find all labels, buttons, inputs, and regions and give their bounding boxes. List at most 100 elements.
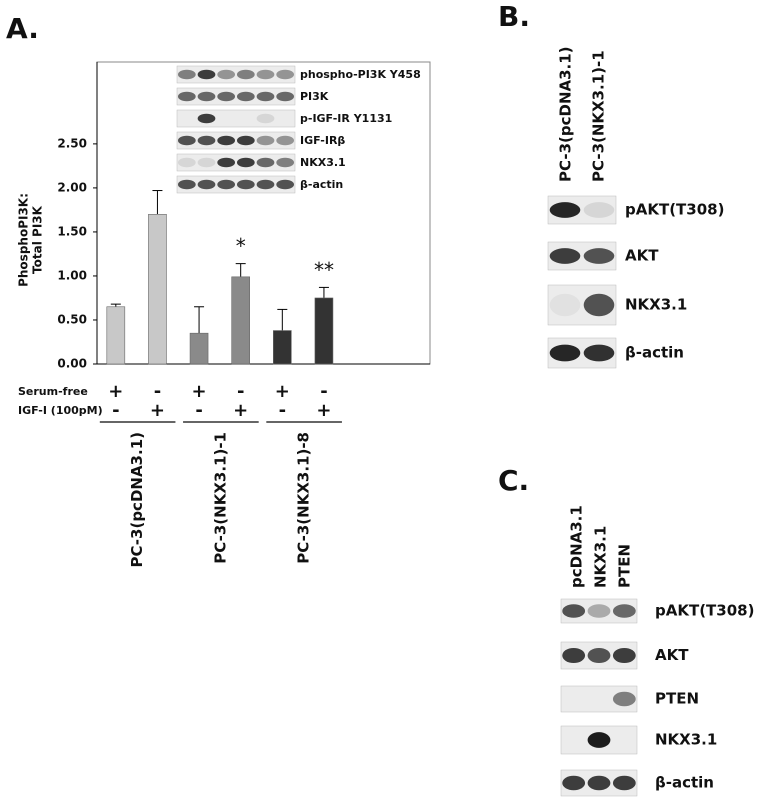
blot-band <box>612 604 636 618</box>
blot-label: β-actin <box>300 178 343 191</box>
blot-band <box>217 91 236 102</box>
lane-label: PTEN <box>616 544 634 588</box>
blot-band <box>236 135 255 146</box>
group-label: PC-3(NKX3.1)-8 <box>295 432 313 564</box>
blot-band <box>197 179 216 190</box>
treatment-mark: - <box>237 381 244 402</box>
plot-frame <box>96 61 431 365</box>
blot-band <box>276 91 295 102</box>
blot-band <box>256 179 275 190</box>
treatment-label: Serum-free <box>18 385 88 398</box>
significance-mark: ** <box>314 258 334 282</box>
blot-band <box>197 157 216 168</box>
y-tick-label: 1.00 <box>57 268 87 282</box>
lane-label: pcDNA3.1 <box>568 505 586 588</box>
blot-label: NKX3.1 <box>300 156 346 169</box>
blot-band <box>612 647 636 664</box>
treatment-mark: - <box>195 400 202 421</box>
y-axis-label: Total PI3K <box>31 205 45 274</box>
blot-band <box>562 604 586 618</box>
blot-label: NKX3.1 <box>655 731 717 749</box>
blot-band <box>217 135 236 146</box>
blot-label: IGF-IRβ <box>300 134 345 147</box>
blot-band <box>256 157 275 168</box>
blot-band <box>587 647 611 664</box>
lane-label: PC-3(pcDNA3.1) <box>557 46 575 182</box>
y-tick-label: 1.50 <box>57 224 87 238</box>
group-label: PC-3(NKX3.1)-1 <box>211 432 229 564</box>
blot-band <box>276 157 295 168</box>
bar <box>106 306 126 365</box>
blot-band <box>562 775 586 791</box>
group-label: PC-3(pcDNA3.1) <box>128 432 146 568</box>
y-axis-label: PhosphoPI3K: <box>17 193 31 287</box>
blot-band <box>583 293 615 317</box>
blot-label: NKX3.1 <box>625 296 687 314</box>
blot-band <box>177 157 196 168</box>
blot-band <box>236 179 255 190</box>
blot-label: AKT <box>625 247 659 265</box>
panel-label: B. <box>498 0 530 33</box>
blot-band <box>217 157 236 168</box>
blot-band <box>197 91 216 102</box>
blot-label: pAKT(T308) <box>655 602 754 620</box>
panel-label: C. <box>498 464 529 497</box>
treatment-mark: - <box>154 381 161 402</box>
lane-label: NKX3.1 <box>592 526 610 588</box>
blot-band <box>549 248 581 264</box>
blot-band <box>583 344 615 362</box>
blot-band <box>276 69 295 80</box>
significance-mark: * <box>236 234 246 258</box>
blot-band <box>236 157 255 168</box>
y-tick-label: 2.50 <box>57 136 87 150</box>
bar <box>189 332 209 365</box>
blot-band <box>217 69 236 80</box>
bar <box>148 214 167 365</box>
blot-label: PTEN <box>655 690 699 708</box>
treatment-label: IGF-I (100pM) <box>18 404 103 417</box>
treatment-mark: + <box>275 381 290 402</box>
blot-label: PI3K <box>300 90 329 103</box>
blot-background <box>176 109 296 128</box>
blot-label: pAKT(T308) <box>625 201 724 219</box>
blot-band <box>197 113 216 124</box>
blot-band <box>587 604 611 618</box>
blot-band <box>197 69 216 80</box>
blot-band <box>256 91 275 102</box>
blot-band <box>276 135 295 146</box>
blot-label: phospho-PI3K Y458 <box>300 68 421 81</box>
blot-label: β-actin <box>655 774 714 792</box>
blot-band <box>583 248 615 264</box>
blot-band <box>177 91 196 102</box>
treatment-mark: - <box>112 400 119 421</box>
blot-band <box>549 202 581 218</box>
panel-label: A. <box>6 12 39 45</box>
treatment-mark: - <box>320 381 327 402</box>
blot-band <box>587 775 611 791</box>
blot-band <box>236 69 255 80</box>
y-tick-label: 0.00 <box>57 357 87 371</box>
blot-label: p-IGF-IR Y1131 <box>300 112 392 125</box>
bar <box>231 276 250 365</box>
treatment-mark: + <box>108 381 123 402</box>
blot-band <box>256 135 275 146</box>
blot-band <box>217 179 236 190</box>
blot-band <box>276 179 295 190</box>
blot-band <box>197 135 216 146</box>
blot-label: AKT <box>655 646 689 664</box>
treatment-mark: + <box>150 400 165 421</box>
blot-band <box>236 91 255 102</box>
y-tick-label: 2.00 <box>57 180 87 194</box>
lane-label: PC-3(NKX3.1)-1 <box>590 50 608 182</box>
treatment-mark: + <box>233 400 248 421</box>
treatment-mark: + <box>192 381 207 402</box>
blot-band <box>612 775 636 791</box>
blot-band <box>612 691 636 707</box>
blot-label: β-actin <box>625 344 684 362</box>
blot-band <box>256 69 275 80</box>
blot-band <box>177 179 196 190</box>
blot-band <box>177 69 196 80</box>
bar <box>273 330 292 365</box>
blot-band <box>549 293 581 317</box>
